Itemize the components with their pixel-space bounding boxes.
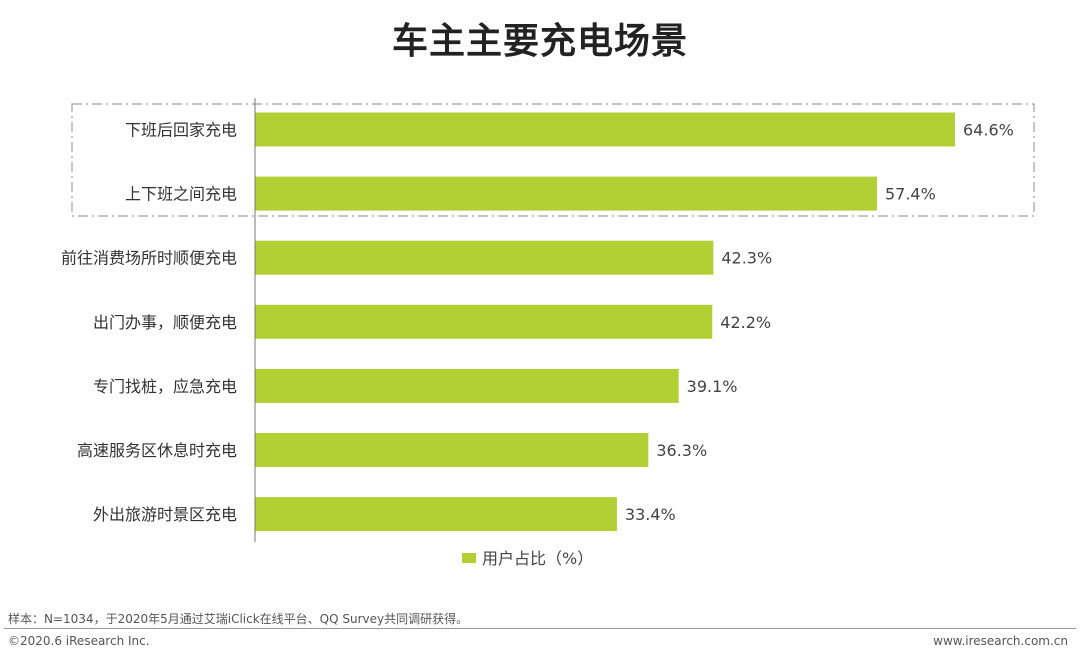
- value-label: 64.6%: [963, 121, 1014, 140]
- highlight-box: [71, 103, 1035, 217]
- chart-title: 车主主要充电场景: [391, 21, 688, 62]
- category-label: 前往消费场所时顺便充电: [61, 249, 237, 268]
- copyright-text: ©2020.6 iResearch Inc.: [8, 634, 150, 648]
- category-label: 外出旅游时景区充电: [93, 505, 237, 524]
- value-label: 39.1%: [687, 377, 738, 396]
- legend: 用户占比（%）: [462, 549, 593, 568]
- website-link: www.iresearch.com.cn: [933, 634, 1068, 648]
- legend-swatch: [462, 553, 476, 563]
- bar: [255, 304, 713, 339]
- category-label: 下班后回家充电: [125, 121, 237, 140]
- value-label: 33.4%: [625, 505, 676, 524]
- category-label: 专门找桩，应急充电: [93, 377, 237, 396]
- footer-divider: [4, 628, 1076, 629]
- bar-chart: 下班后回家充电 64.6% 上下班之间充电 57.4% 前往消费场所时顺便充电 42.3%…: [61, 98, 1035, 568]
- value-label: 57.4%: [885, 185, 936, 204]
- sample-note: 样本：N=1034，于2020年5月通过艾瑞iClick在线平台、QQ Surv…: [8, 612, 469, 626]
- bar: [255, 368, 679, 403]
- bar: [255, 176, 877, 211]
- legend-label: 用户占比（%）: [482, 549, 593, 568]
- value-label: 36.3%: [656, 441, 707, 460]
- category-label: 高速服务区休息时充电: [77, 441, 237, 460]
- category-label: 出门办事，顺便充电: [93, 313, 237, 332]
- bar: [255, 497, 617, 532]
- value-label: 42.2%: [720, 313, 771, 332]
- bar: [255, 433, 649, 467]
- value-label: 42.3%: [721, 249, 772, 268]
- bar: [255, 112, 955, 147]
- bar: [255, 240, 714, 275]
- category-label: 上下班之间充电: [125, 185, 237, 204]
